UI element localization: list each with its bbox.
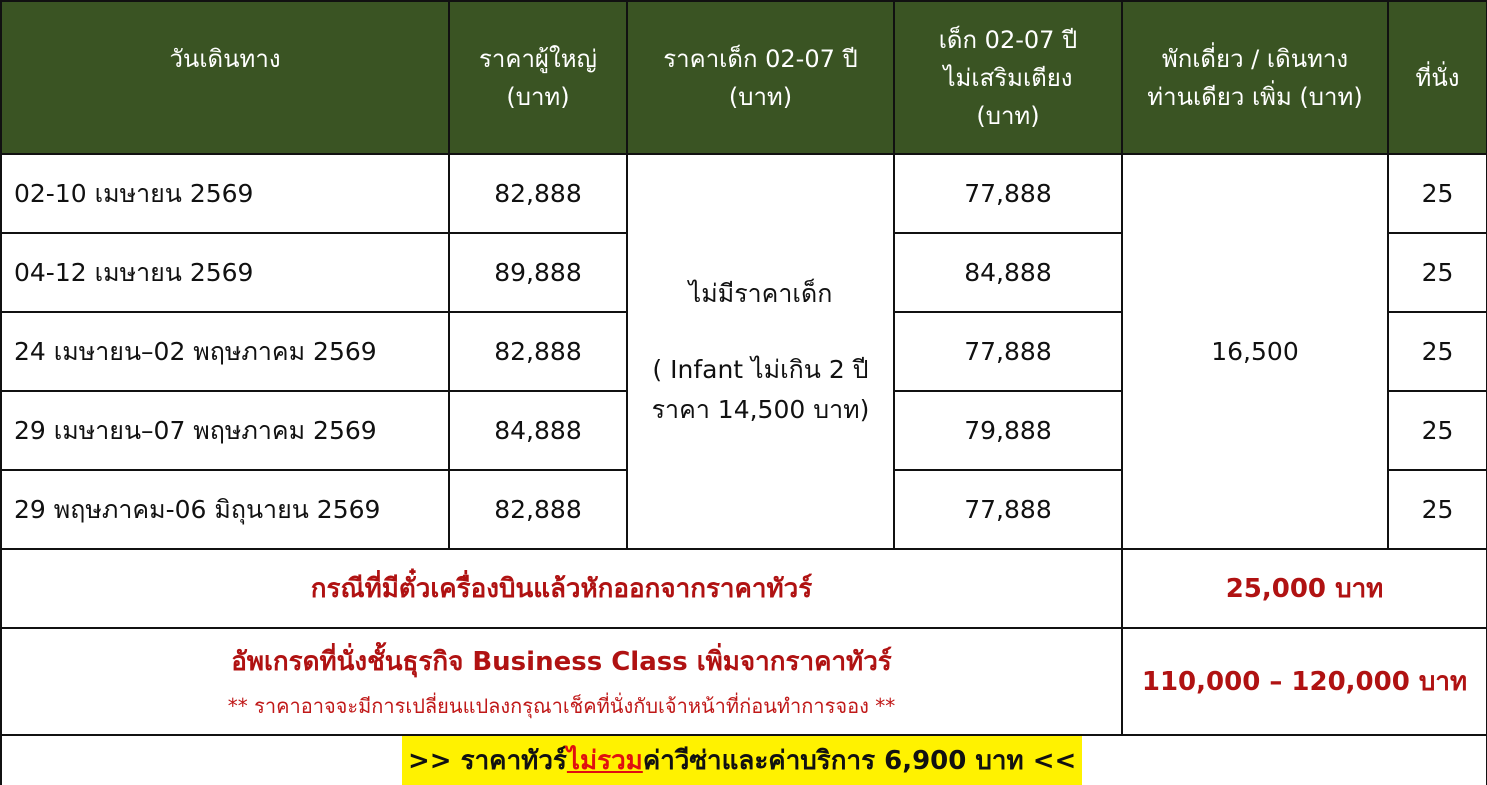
header-line: ที่นั่ง <box>1415 63 1460 92</box>
header-row: วันเดินทาง ราคาผู้ใหญ่ (บาท) ราคาเด็ก 02-… <box>0 0 1487 155</box>
header-single-supplement: พักเดี่ยว / เดินทางท่านเดียว เพิ่ม (บาท) <box>1121 0 1389 155</box>
table-row: 02-10 เมษายน 2569 82,888 ไม่มีราคาเด็ก (… <box>0 153 1487 550</box>
infant-line: ( Infant ไม่เกิน 2 ปี <box>652 354 869 384</box>
business-upgrade-cell: อัพเกรดที่นั่งชั้นธุรกิจ Business Class … <box>0 627 1123 736</box>
table-row: 29 เมษายน–07 พฤษภาคม 2569 84,888 79,888 … <box>0 390 1487 471</box>
banner-cell: >> ราคาทัวร์ไม่รวมค่าวีซ่าและค่าบริการ 6… <box>0 734 1487 785</box>
date-cell: 24 เมษายน–02 พฤษภาคม 2569 <box>0 311 450 392</box>
header-line: ราคาผู้ใหญ่ <box>479 44 597 73</box>
business-upgrade-value: 110,000 – 120,000 บาท <box>1121 627 1487 736</box>
business-upgrade-note: ** ราคาอาจจะมีการเปลี่ยนแปลงกรุณาเช็คที่… <box>227 694 896 718</box>
banner-highlight: ไม่รวม <box>566 746 643 776</box>
ticket-deduction-label: กรณีที่มีตั๋วเครื่องบินแล้วหักออกจากราคา… <box>0 548 1123 629</box>
banner-prefix: >> ราคาทัวร์ <box>408 746 567 776</box>
table-row: 29 พฤษภาคม-06 มิถุนายน 2569 82,888 77,88… <box>0 469 1487 550</box>
header-line: เด็ก 02-07 ปี <box>938 25 1078 54</box>
header-child-price: ราคาเด็ก 02-07 ปี (บาท) <box>626 0 895 155</box>
date-cell: 29 พฤษภาคม-06 มิถุนายน 2569 <box>0 469 450 550</box>
header-date: วันเดินทาง <box>0 0 450 155</box>
date-cell: 04-12 เมษายน 2569 <box>0 232 450 313</box>
adult-price-cell: 84,888 <box>448 390 628 471</box>
seats-cell: 25 <box>1387 469 1487 550</box>
banner-suffix: ค่าวีซ่าและค่าบริการ 6,900 บาท << <box>642 746 1077 776</box>
header-line: พักเดี่ยว / เดินทาง <box>1161 44 1349 73</box>
seats-cell: 25 <box>1387 311 1487 392</box>
child-price-cell: ไม่มีราคาเด็ก ( Infant ไม่เกิน 2 ปี ราคา… <box>626 153 895 550</box>
single-supplement-cell: 16,500 <box>1121 153 1389 550</box>
adult-price-cell: 82,888 <box>448 153 628 234</box>
seats-cell: 25 <box>1387 390 1487 471</box>
child-price-line: ไม่มีราคาเด็ก <box>688 278 833 308</box>
child-no-bed-cell: 79,888 <box>893 390 1123 471</box>
seats-cell: 25 <box>1387 232 1487 313</box>
infant-price-line: ราคา 14,500 บาท) <box>651 394 870 424</box>
table-row: 04-12 เมษายน 2569 89,888 84,888 25 <box>0 232 1487 313</box>
header-adult-price: ราคาผู้ใหญ่ (บาท) <box>448 0 628 155</box>
header-line: ราคาเด็ก 02-07 ปี <box>663 44 858 73</box>
business-upgrade-row: อัพเกรดที่นั่งชั้นธุรกิจ Business Class … <box>0 627 1487 736</box>
adult-price-cell: 89,888 <box>448 232 628 313</box>
header-line: ท่านเดียว เพิ่ม (บาท) <box>1147 82 1363 111</box>
business-upgrade-label: อัพเกรดที่นั่งชั้นธุรกิจ Business Class … <box>231 647 892 677</box>
header-line: (บาท) <box>728 82 793 111</box>
seats-cell: 25 <box>1387 153 1487 234</box>
header-line: (บาท) <box>976 101 1040 130</box>
adult-price-cell: 82,888 <box>448 311 628 392</box>
banner-row: >> ราคาทัวร์ไม่รวมค่าวีซ่าและค่าบริการ 6… <box>0 734 1487 785</box>
header-seats: ที่นั่ง <box>1387 0 1487 155</box>
ticket-deduction-value: 25,000 บาท <box>1121 548 1487 629</box>
ticket-deduction-row: กรณีที่มีตั๋วเครื่องบินแล้วหักออกจากราคา… <box>0 548 1487 629</box>
child-no-bed-cell: 77,888 <box>893 153 1123 234</box>
child-no-bed-cell: 77,888 <box>893 469 1123 550</box>
child-no-bed-cell: 77,888 <box>893 311 1123 392</box>
adult-price-cell: 82,888 <box>448 469 628 550</box>
date-cell: 02-10 เมษายน 2569 <box>0 153 450 234</box>
header-line: วันเดินทาง <box>169 44 281 73</box>
child-no-bed-cell: 84,888 <box>893 232 1123 313</box>
header-line: (บาท) <box>506 82 570 111</box>
header-line: ไม่เสริมเตียง <box>943 63 1073 92</box>
date-cell: 29 เมษายน–07 พฤษภาคม 2569 <box>0 390 450 471</box>
table-row: 24 เมษายน–02 พฤษภาคม 2569 82,888 77,888 … <box>0 311 1487 392</box>
header-child-no-bed: เด็ก 02-07 ปีไม่เสริมเตียง (บาท) <box>893 0 1123 155</box>
visa-fee-banner: >> ราคาทัวร์ไม่รวมค่าวีซ่าและค่าบริการ 6… <box>402 736 1083 785</box>
